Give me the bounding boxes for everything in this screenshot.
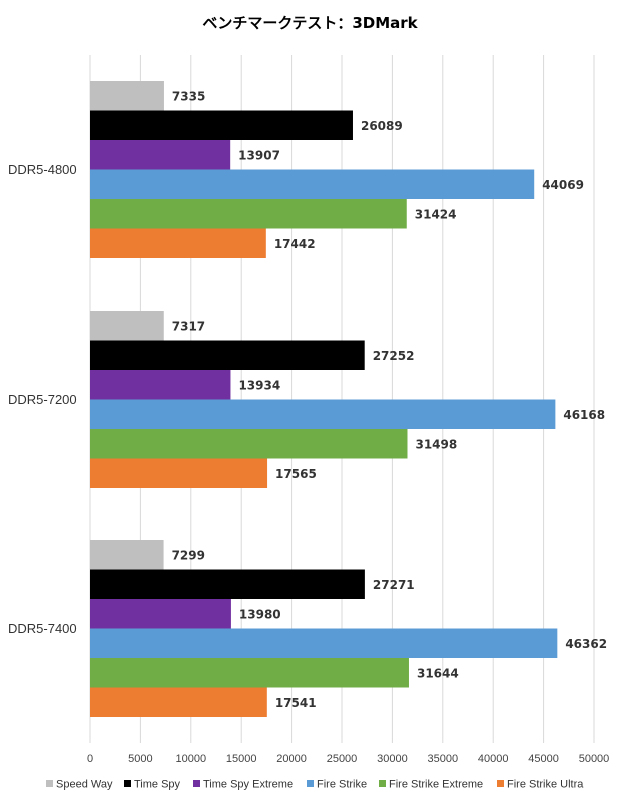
bar-fire-strike-extreme-ddr5-7200 (90, 429, 408, 459)
data-label: 7299 (172, 548, 205, 562)
data-labels-layer: 7335 26089 13907 44069 31424 17442 7317 27252 13… (172, 89, 608, 710)
category-label: DDR5-4800 (8, 162, 77, 177)
legend-swatch (497, 780, 504, 787)
bar-time-spy-ddr5-7400 (90, 569, 365, 599)
bar-time-spy-extreme-ddr5-7400 (90, 599, 231, 629)
legend-swatch (307, 780, 314, 787)
bar-fire-strike-ultra-ddr5-4800 (90, 228, 266, 258)
data-label: 31644 (417, 666, 459, 680)
x-tick-label: 15000 (226, 753, 257, 765)
bar-speed-way-ddr5-7400 (90, 540, 164, 570)
legend-label: Fire Strike Ultra (507, 779, 584, 791)
bar-fire-strike-ultra-ddr5-7200 (90, 458, 268, 488)
data-label: 44069 (542, 178, 584, 192)
legend-swatch (193, 780, 200, 787)
category-labels-layer: DDR5-4800 DDR5-7200 DDR5-7400 (8, 162, 77, 636)
data-label: 13934 (238, 378, 280, 392)
bar-speed-way-ddr5-4800 (90, 81, 164, 111)
x-tick-label: 40000 (478, 753, 509, 765)
legend-swatch (124, 780, 131, 787)
x-tick-label: 30000 (377, 753, 408, 765)
chart-title: ベンチマークテスト：3DMark (202, 14, 418, 32)
data-label: 27252 (373, 349, 415, 363)
data-label: 31424 (415, 207, 457, 221)
bar-time-spy-extreme-ddr5-4800 (90, 140, 231, 170)
bars-layer (90, 81, 558, 717)
data-label: 17565 (275, 467, 317, 481)
bar-speed-way-ddr5-7200 (90, 311, 164, 341)
data-label: 17442 (274, 237, 316, 251)
bar-fire-strike-ultra-ddr5-7400 (90, 687, 267, 717)
legend: Speed Way Time Spy Time Spy Extreme Fire St… (46, 779, 584, 791)
bar-time-spy-ddr5-7200 (90, 340, 365, 370)
bar-time-spy-ddr5-4800 (90, 110, 353, 140)
x-tick-label: 20000 (276, 753, 307, 765)
x-tick-label: 25000 (327, 753, 358, 765)
data-label: 27271 (373, 578, 415, 592)
legend-label: Time Spy Extreme (203, 779, 293, 791)
legend-swatch (379, 780, 386, 787)
data-label: 17541 (275, 696, 317, 710)
data-label: 13980 (239, 607, 281, 621)
x-tick-label: 0 (87, 753, 93, 765)
legend-label: Time Spy (134, 779, 181, 791)
legend-label: Speed Way (56, 779, 113, 791)
x-tick-label: 45000 (528, 753, 559, 765)
x-axis-ticks: 0 5000 10000 15000 20000 25000 30000 35000 40000… (87, 753, 609, 765)
x-tick-label: 50000 (579, 753, 610, 765)
data-label: 13907 (238, 148, 280, 162)
data-label: 46168 (563, 408, 605, 422)
bar-fire-strike-extreme-ddr5-4800 (90, 199, 407, 229)
data-label: 26089 (361, 119, 403, 133)
legend-label: Fire Strike Extreme (389, 779, 483, 791)
data-label: 46362 (565, 637, 607, 651)
x-tick-label: 10000 (176, 753, 207, 765)
legend-swatch (46, 780, 53, 787)
data-label: 31498 (415, 437, 457, 451)
data-label: 7335 (172, 89, 205, 103)
x-tick-label: 35000 (428, 753, 459, 765)
bar-fire-strike-ddr5-4800 (90, 169, 535, 199)
data-label: 7317 (172, 319, 205, 333)
bar-fire-strike-ddr5-7200 (90, 399, 556, 429)
bar-fire-strike-ddr5-7400 (90, 628, 558, 658)
category-label: DDR5-7200 (8, 392, 77, 407)
category-label: DDR5-7400 (8, 621, 77, 636)
bar-fire-strike-extreme-ddr5-7400 (90, 658, 409, 688)
x-tick-label: 5000 (128, 753, 152, 765)
legend-label: Fire Strike (317, 779, 367, 791)
bar-time-spy-extreme-ddr5-7200 (90, 370, 231, 400)
